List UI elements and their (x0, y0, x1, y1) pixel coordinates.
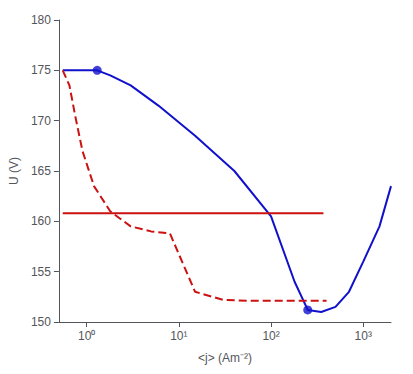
svg-text:10³: 10³ (355, 329, 372, 343)
svg-text:160: 160 (31, 214, 51, 228)
svg-text:170: 170 (31, 114, 51, 128)
svg-text:150: 150 (31, 315, 51, 329)
svg-text:165: 165 (31, 164, 51, 178)
svg-text:<j> (Am⁻²): <j> (Am⁻²) (198, 351, 252, 365)
svg-text:10⁰: 10⁰ (78, 329, 95, 343)
svg-text:10²: 10² (262, 329, 279, 343)
svg-text:10¹: 10¹ (170, 329, 187, 343)
svg-text:U (V): U (V) (7, 157, 21, 185)
svg-text:180: 180 (31, 13, 51, 27)
svg-text:175: 175 (31, 63, 51, 77)
svg-text:155: 155 (31, 265, 51, 279)
